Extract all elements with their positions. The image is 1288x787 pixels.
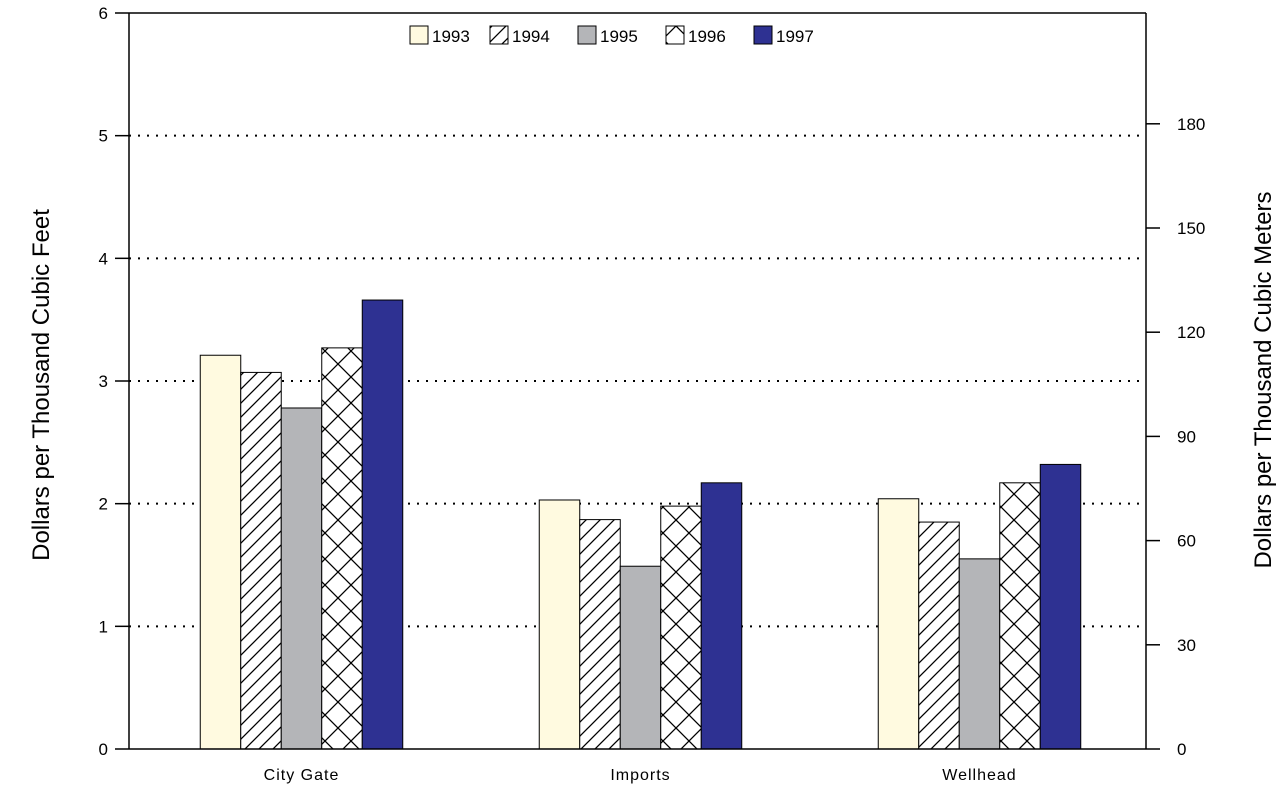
left-tick-label: 3 — [99, 372, 108, 391]
bar-wellhead-1997 — [1039, 463, 1082, 750]
legend-swatch-1996 — [665, 25, 685, 45]
legend-label-1997: 1997 — [776, 27, 814, 46]
category-label: Wellhead — [942, 767, 1016, 784]
right-y-ticks: 0 30 60 90 120 150 180 — [1146, 115, 1205, 759]
category-label: City Gate — [264, 767, 340, 784]
bar-city-gate-1995 — [280, 407, 323, 750]
left-tick-label: 5 — [99, 127, 108, 146]
bar-imports-1997 — [700, 482, 743, 750]
bar-wellhead-1993 — [877, 498, 920, 750]
y-axis-title: Dollars per Thousand Cubic Feet — [28, 209, 55, 561]
left-tick-label: 6 — [99, 4, 108, 23]
y2-axis-title: Dollars per Thousand Cubic Meters — [1250, 191, 1277, 568]
bar-imports-1996 — [660, 505, 702, 750]
left-tick-label: 2 — [99, 495, 108, 514]
legend-label-1993: 1993 — [432, 27, 470, 46]
legend-swatch-1994 — [489, 25, 509, 45]
left-tick-label: 4 — [99, 249, 108, 268]
right-tick-label: 150 — [1177, 219, 1205, 238]
bar-city-gate-1994 — [240, 371, 282, 750]
bar-wellhead-1995 — [958, 558, 1001, 750]
bar-wellhead-1994 — [918, 521, 960, 750]
right-tick-label: 90 — [1177, 427, 1196, 446]
bar-wellhead-1996 — [999, 482, 1041, 750]
bar-city-gate-1993 — [199, 354, 242, 750]
legend-label-1996: 1996 — [688, 27, 726, 46]
legend-swatch-1993 — [409, 25, 429, 45]
left-tick-label: 0 — [99, 740, 108, 759]
bars — [199, 299, 1082, 750]
bar-city-gate-1996 — [321, 347, 363, 750]
bar-imports-1995 — [619, 565, 662, 750]
right-tick-label: 30 — [1177, 636, 1196, 655]
category-label: Imports — [610, 767, 670, 784]
legend-swatch-1995 — [577, 25, 597, 45]
legend-label-1994: 1994 — [512, 27, 550, 46]
legend: 1993 1994 1995 1996 1997 — [409, 25, 814, 46]
right-tick-label: 180 — [1177, 115, 1205, 134]
bar-imports-1993 — [538, 499, 581, 750]
left-tick-label: 1 — [99, 617, 108, 636]
bar-city-gate-1997 — [361, 299, 404, 750]
category-labels: City Gate Imports Wellhead — [264, 767, 1016, 784]
legend-label-1995: 1995 — [600, 27, 638, 46]
legend-swatch-1997 — [753, 25, 773, 45]
right-tick-label: 60 — [1177, 532, 1196, 551]
left-y-ticks: 0 1 2 3 4 5 6 — [99, 4, 129, 759]
bar-imports-1994 — [579, 519, 621, 750]
right-tick-label: 0 — [1177, 740, 1186, 759]
right-tick-label: 120 — [1177, 323, 1205, 342]
